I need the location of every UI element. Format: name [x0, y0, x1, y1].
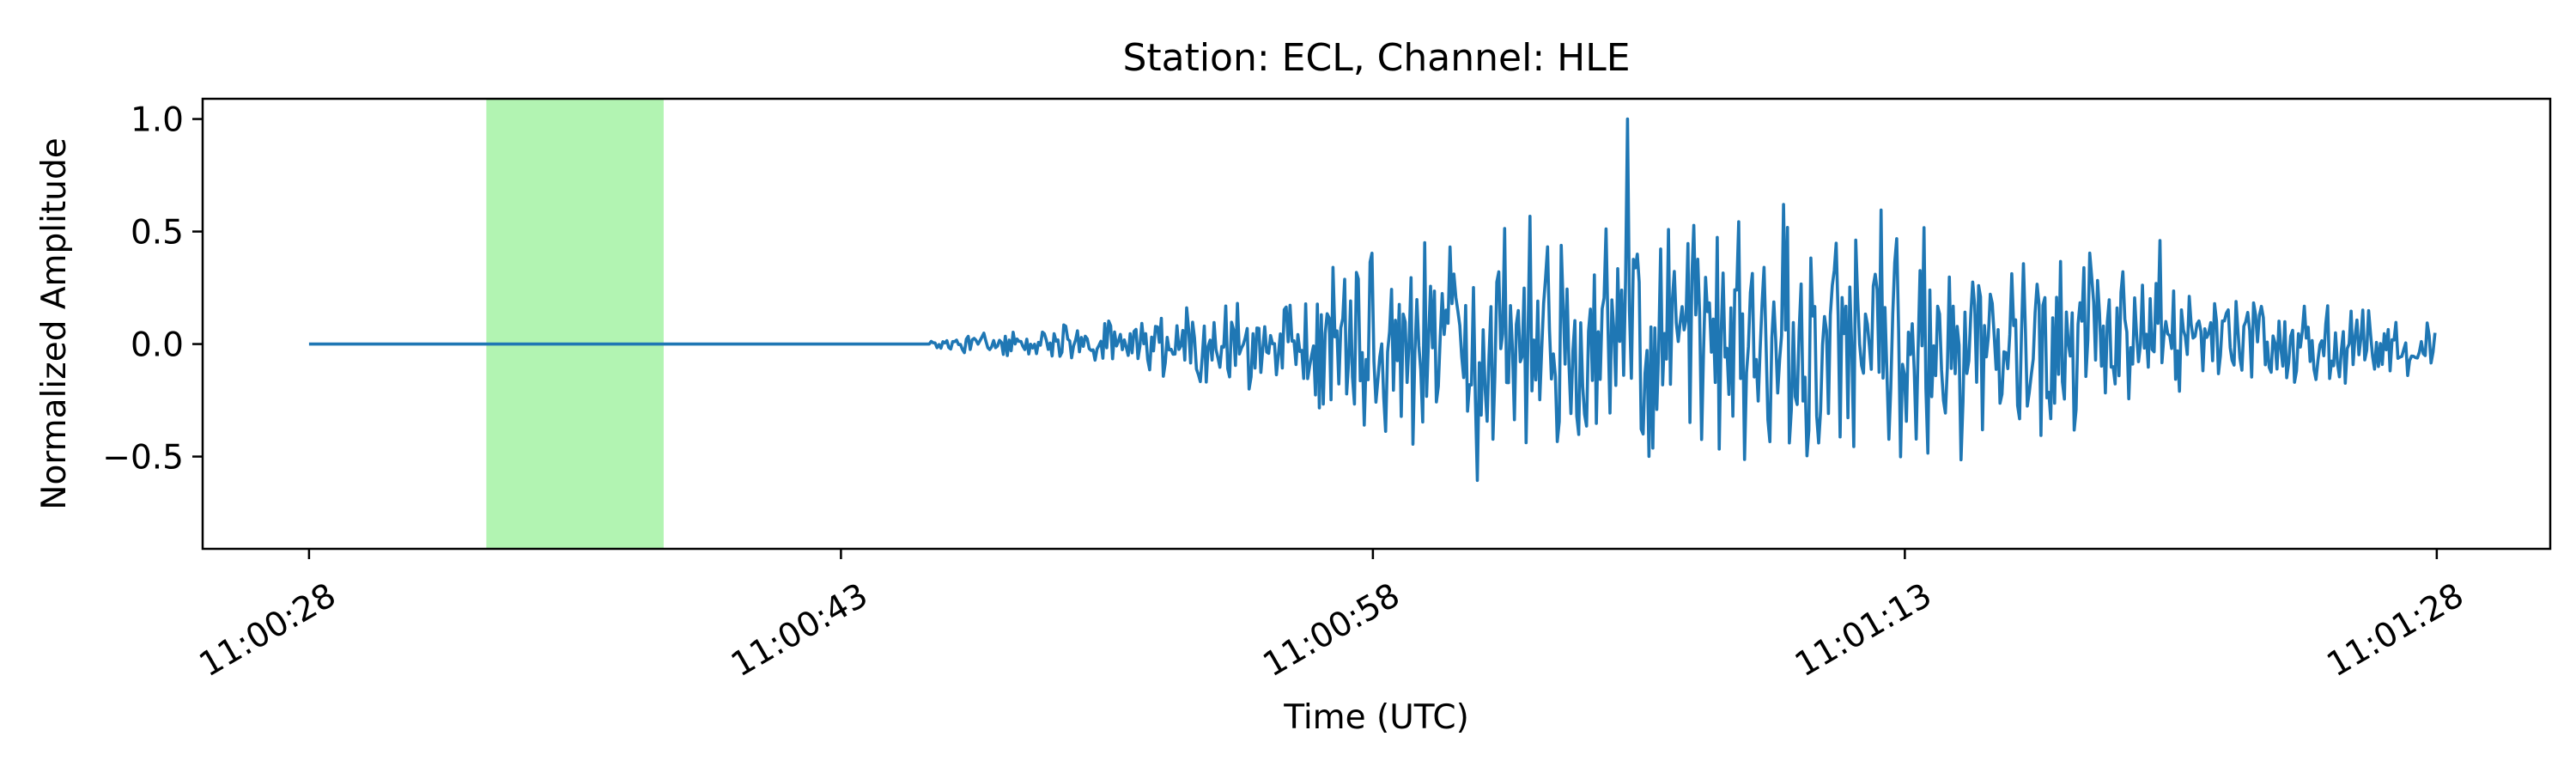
plot-area-frame — [201, 97, 2552, 551]
chart-title: Station: ECL, Channel: HLE — [1122, 36, 1630, 80]
y-axis-ticks: 1.0 0.5 0.0 −0.5 — [102, 101, 203, 478]
x-tick-label: 11:00:58 — [1257, 576, 1406, 685]
x-axis-label: Time (UTC) — [1283, 698, 1469, 737]
x-axis-ticks: 11:00:28 11:00:43 11:00:58 11:01:13 11:01:28 — [193, 549, 2470, 685]
y-tick-label: 0.0 — [131, 326, 184, 365]
series-layer — [308, 117, 2437, 483]
highlight-span — [486, 99, 664, 549]
y-tick-label: −0.5 — [102, 439, 184, 478]
x-tick-label: 11:00:28 — [193, 576, 343, 685]
highlight-span-layer — [486, 99, 664, 549]
waveform-trace — [308, 117, 2437, 483]
y-tick-label: 0.5 — [131, 214, 184, 253]
x-tick-label: 11:01:13 — [1789, 576, 1938, 685]
x-tick-label: 11:01:28 — [2321, 576, 2470, 685]
x-tick-label: 11:00:43 — [725, 576, 874, 685]
y-tick-label: 1.0 — [131, 101, 184, 140]
y-axis-label: Normalized Amplitude — [35, 137, 74, 509]
